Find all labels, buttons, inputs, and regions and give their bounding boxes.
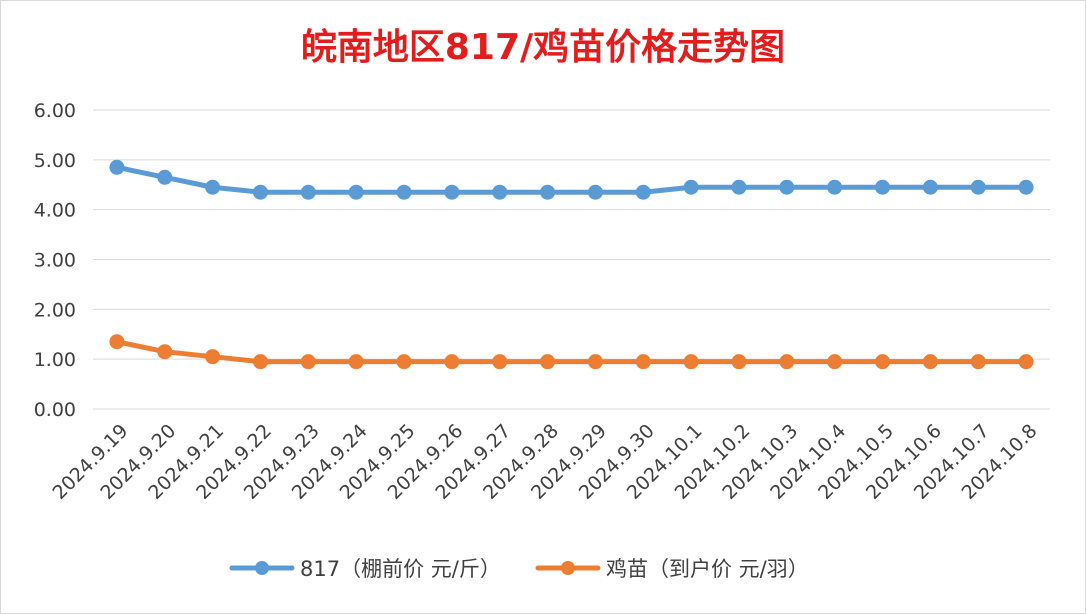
data-point bbox=[252, 354, 268, 370]
data-point bbox=[396, 184, 412, 200]
data-point bbox=[635, 354, 651, 370]
data-point bbox=[396, 354, 412, 370]
data-point bbox=[540, 184, 556, 200]
data-point bbox=[348, 354, 364, 370]
data-point bbox=[827, 354, 843, 370]
legend: 817（棚前价 元/斤） 鸡苗（到户价 元/羽） bbox=[229, 557, 809, 581]
data-point bbox=[779, 179, 795, 195]
data-point bbox=[444, 354, 460, 370]
data-point bbox=[970, 179, 986, 195]
data-point bbox=[252, 184, 268, 200]
data-point bbox=[109, 159, 125, 175]
legend-marker bbox=[561, 561, 575, 575]
data-point bbox=[635, 184, 651, 200]
series-lines bbox=[109, 159, 1034, 370]
data-point bbox=[827, 179, 843, 195]
data-point bbox=[348, 184, 364, 200]
x-axis-ticks: 2024.9.192024.9.202024.9.212024.9.222024… bbox=[49, 420, 1042, 504]
data-point bbox=[922, 179, 938, 195]
data-point bbox=[587, 354, 603, 370]
data-point bbox=[300, 354, 316, 370]
data-point bbox=[109, 334, 125, 350]
data-point bbox=[157, 169, 173, 185]
data-point bbox=[205, 179, 221, 195]
data-point bbox=[731, 179, 747, 195]
data-point bbox=[205, 349, 221, 365]
y-tick-label: 2.00 bbox=[34, 299, 76, 321]
data-point bbox=[683, 354, 699, 370]
data-point bbox=[779, 354, 795, 370]
y-tick-label: 1.00 bbox=[34, 349, 76, 371]
data-point bbox=[875, 179, 891, 195]
data-point bbox=[444, 184, 460, 200]
chart-title: 皖南地区817/鸡苗价格走势图 bbox=[300, 27, 786, 68]
data-point bbox=[492, 354, 508, 370]
series-line-0 bbox=[114, 164, 1029, 195]
y-tick-label: 3.00 bbox=[34, 250, 76, 272]
legend-label: 鸡苗（到户价 元/羽） bbox=[606, 557, 809, 581]
data-point bbox=[1018, 179, 1034, 195]
data-point bbox=[922, 354, 938, 370]
y-tick-label: 0.00 bbox=[34, 399, 76, 421]
y-axis-ticks: 0.00 1.00 2.00 3.00 4.00 5.00 6.00 bbox=[34, 100, 76, 421]
y-tick-label: 5.00 bbox=[34, 150, 76, 172]
data-point bbox=[683, 179, 699, 195]
data-point bbox=[875, 354, 891, 370]
legend-label: 817（棚前价 元/斤） bbox=[300, 557, 501, 581]
data-point bbox=[540, 354, 556, 370]
legend-marker bbox=[255, 561, 269, 575]
data-point bbox=[587, 184, 603, 200]
data-point bbox=[157, 344, 173, 360]
data-point bbox=[731, 354, 747, 370]
y-tick-label: 4.00 bbox=[34, 200, 76, 222]
series-line-1 bbox=[114, 339, 1029, 365]
data-point bbox=[1018, 354, 1034, 370]
y-tick-label: 6.00 bbox=[34, 100, 76, 122]
data-point bbox=[300, 184, 316, 200]
data-point bbox=[492, 184, 508, 200]
data-point bbox=[970, 354, 986, 370]
